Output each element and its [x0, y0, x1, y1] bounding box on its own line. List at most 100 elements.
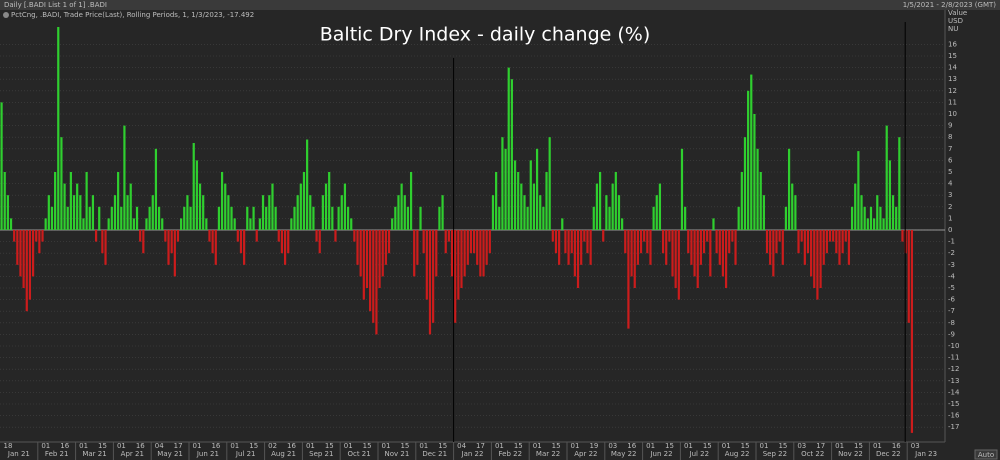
bar	[554, 230, 558, 254]
bar	[230, 206, 233, 230]
bar	[482, 230, 485, 277]
bar	[9, 218, 13, 230]
bar	[38, 230, 41, 254]
bar	[828, 230, 832, 242]
x-day-label: 15	[325, 442, 334, 450]
y-tick-label: 6	[948, 156, 953, 164]
bar	[208, 230, 211, 242]
x-day-label: 01	[193, 442, 202, 450]
bar	[268, 195, 271, 230]
bar	[283, 230, 287, 265]
bar	[22, 230, 25, 288]
bar	[290, 218, 293, 230]
x-month-label: Dec 21	[422, 450, 447, 458]
bar	[702, 230, 706, 254]
bar	[98, 206, 101, 230]
bar	[391, 218, 394, 230]
x-month-label: Aug 21	[271, 450, 296, 458]
bar	[576, 230, 580, 288]
bar	[107, 218, 110, 230]
x-day-label: 01	[230, 442, 239, 450]
bar	[589, 230, 592, 265]
x-day-label: 01	[873, 442, 882, 450]
bar	[580, 230, 583, 265]
bar	[520, 183, 523, 230]
bar	[299, 183, 302, 230]
auto-label[interactable]: Auto	[978, 451, 994, 459]
bar	[236, 230, 239, 242]
x-month-label: Nov 22	[838, 450, 863, 458]
bar	[195, 160, 198, 230]
bar	[157, 206, 161, 230]
x-month-label: Jan 21	[7, 450, 30, 458]
x-day-label: 01	[306, 442, 315, 450]
bar	[781, 230, 784, 265]
bar	[306, 139, 309, 230]
bar	[375, 230, 378, 335]
x-month-label: Jul 22	[689, 450, 710, 458]
bar	[104, 230, 107, 265]
bar	[117, 172, 120, 230]
bar	[488, 230, 491, 254]
x-month-label: Apr 21	[121, 450, 144, 458]
bar	[888, 160, 891, 230]
x-month-label: Mar 21	[82, 450, 106, 458]
x-month-label: Jul 21	[235, 450, 256, 458]
y-tick-label: -1	[948, 238, 955, 246]
bar	[76, 183, 79, 230]
bar	[413, 230, 416, 277]
bar	[680, 148, 684, 230]
bar	[513, 160, 517, 230]
bar	[189, 206, 192, 230]
bar	[658, 183, 662, 230]
bar	[724, 230, 728, 288]
x-day-label: 01	[646, 442, 655, 450]
bar	[718, 230, 721, 265]
auto-button[interactable]	[974, 449, 998, 460]
bar	[806, 230, 810, 254]
bar	[94, 230, 98, 242]
bar	[643, 230, 646, 242]
bar	[690, 230, 693, 265]
bar	[674, 230, 677, 288]
bar	[835, 230, 838, 254]
bar	[854, 183, 857, 230]
y-tick-label: -10	[948, 342, 959, 350]
bar	[47, 195, 50, 230]
chart-title: Baltic Dry Index - daily change (%)	[320, 24, 651, 46]
bar	[772, 230, 775, 277]
x-month-label: Aug 22	[725, 450, 750, 458]
bar	[734, 230, 737, 265]
bar	[838, 230, 841, 265]
bar	[501, 137, 504, 230]
x-day-label: 01	[117, 442, 126, 450]
x-day-label: 01	[684, 442, 693, 450]
x-month-label: Jun 21	[196, 450, 219, 458]
bar	[170, 230, 173, 254]
bar	[551, 230, 554, 242]
bar	[435, 230, 438, 277]
bar	[186, 195, 189, 230]
x-day-label: 01	[41, 442, 50, 450]
x-day-label: 16	[60, 442, 69, 450]
bar	[646, 230, 649, 254]
bar	[762, 195, 765, 230]
bar	[633, 230, 636, 288]
bar	[384, 230, 387, 265]
header-bar	[0, 0, 1000, 10]
y-tick-label: 12	[948, 87, 957, 95]
x-day-label: 15	[249, 442, 258, 450]
bar	[164, 230, 167, 242]
bar	[16, 230, 19, 265]
bar	[885, 125, 888, 230]
y-tick-label: -9	[948, 330, 955, 338]
bar	[63, 183, 66, 230]
legend-icon	[3, 12, 9, 18]
y-tick-label: 2	[948, 203, 952, 211]
bar	[504, 148, 507, 230]
x-day-label: 15	[552, 442, 561, 450]
x-day-label: 01	[382, 442, 391, 450]
bar	[740, 172, 743, 230]
bar	[35, 230, 38, 242]
bar	[898, 137, 901, 230]
